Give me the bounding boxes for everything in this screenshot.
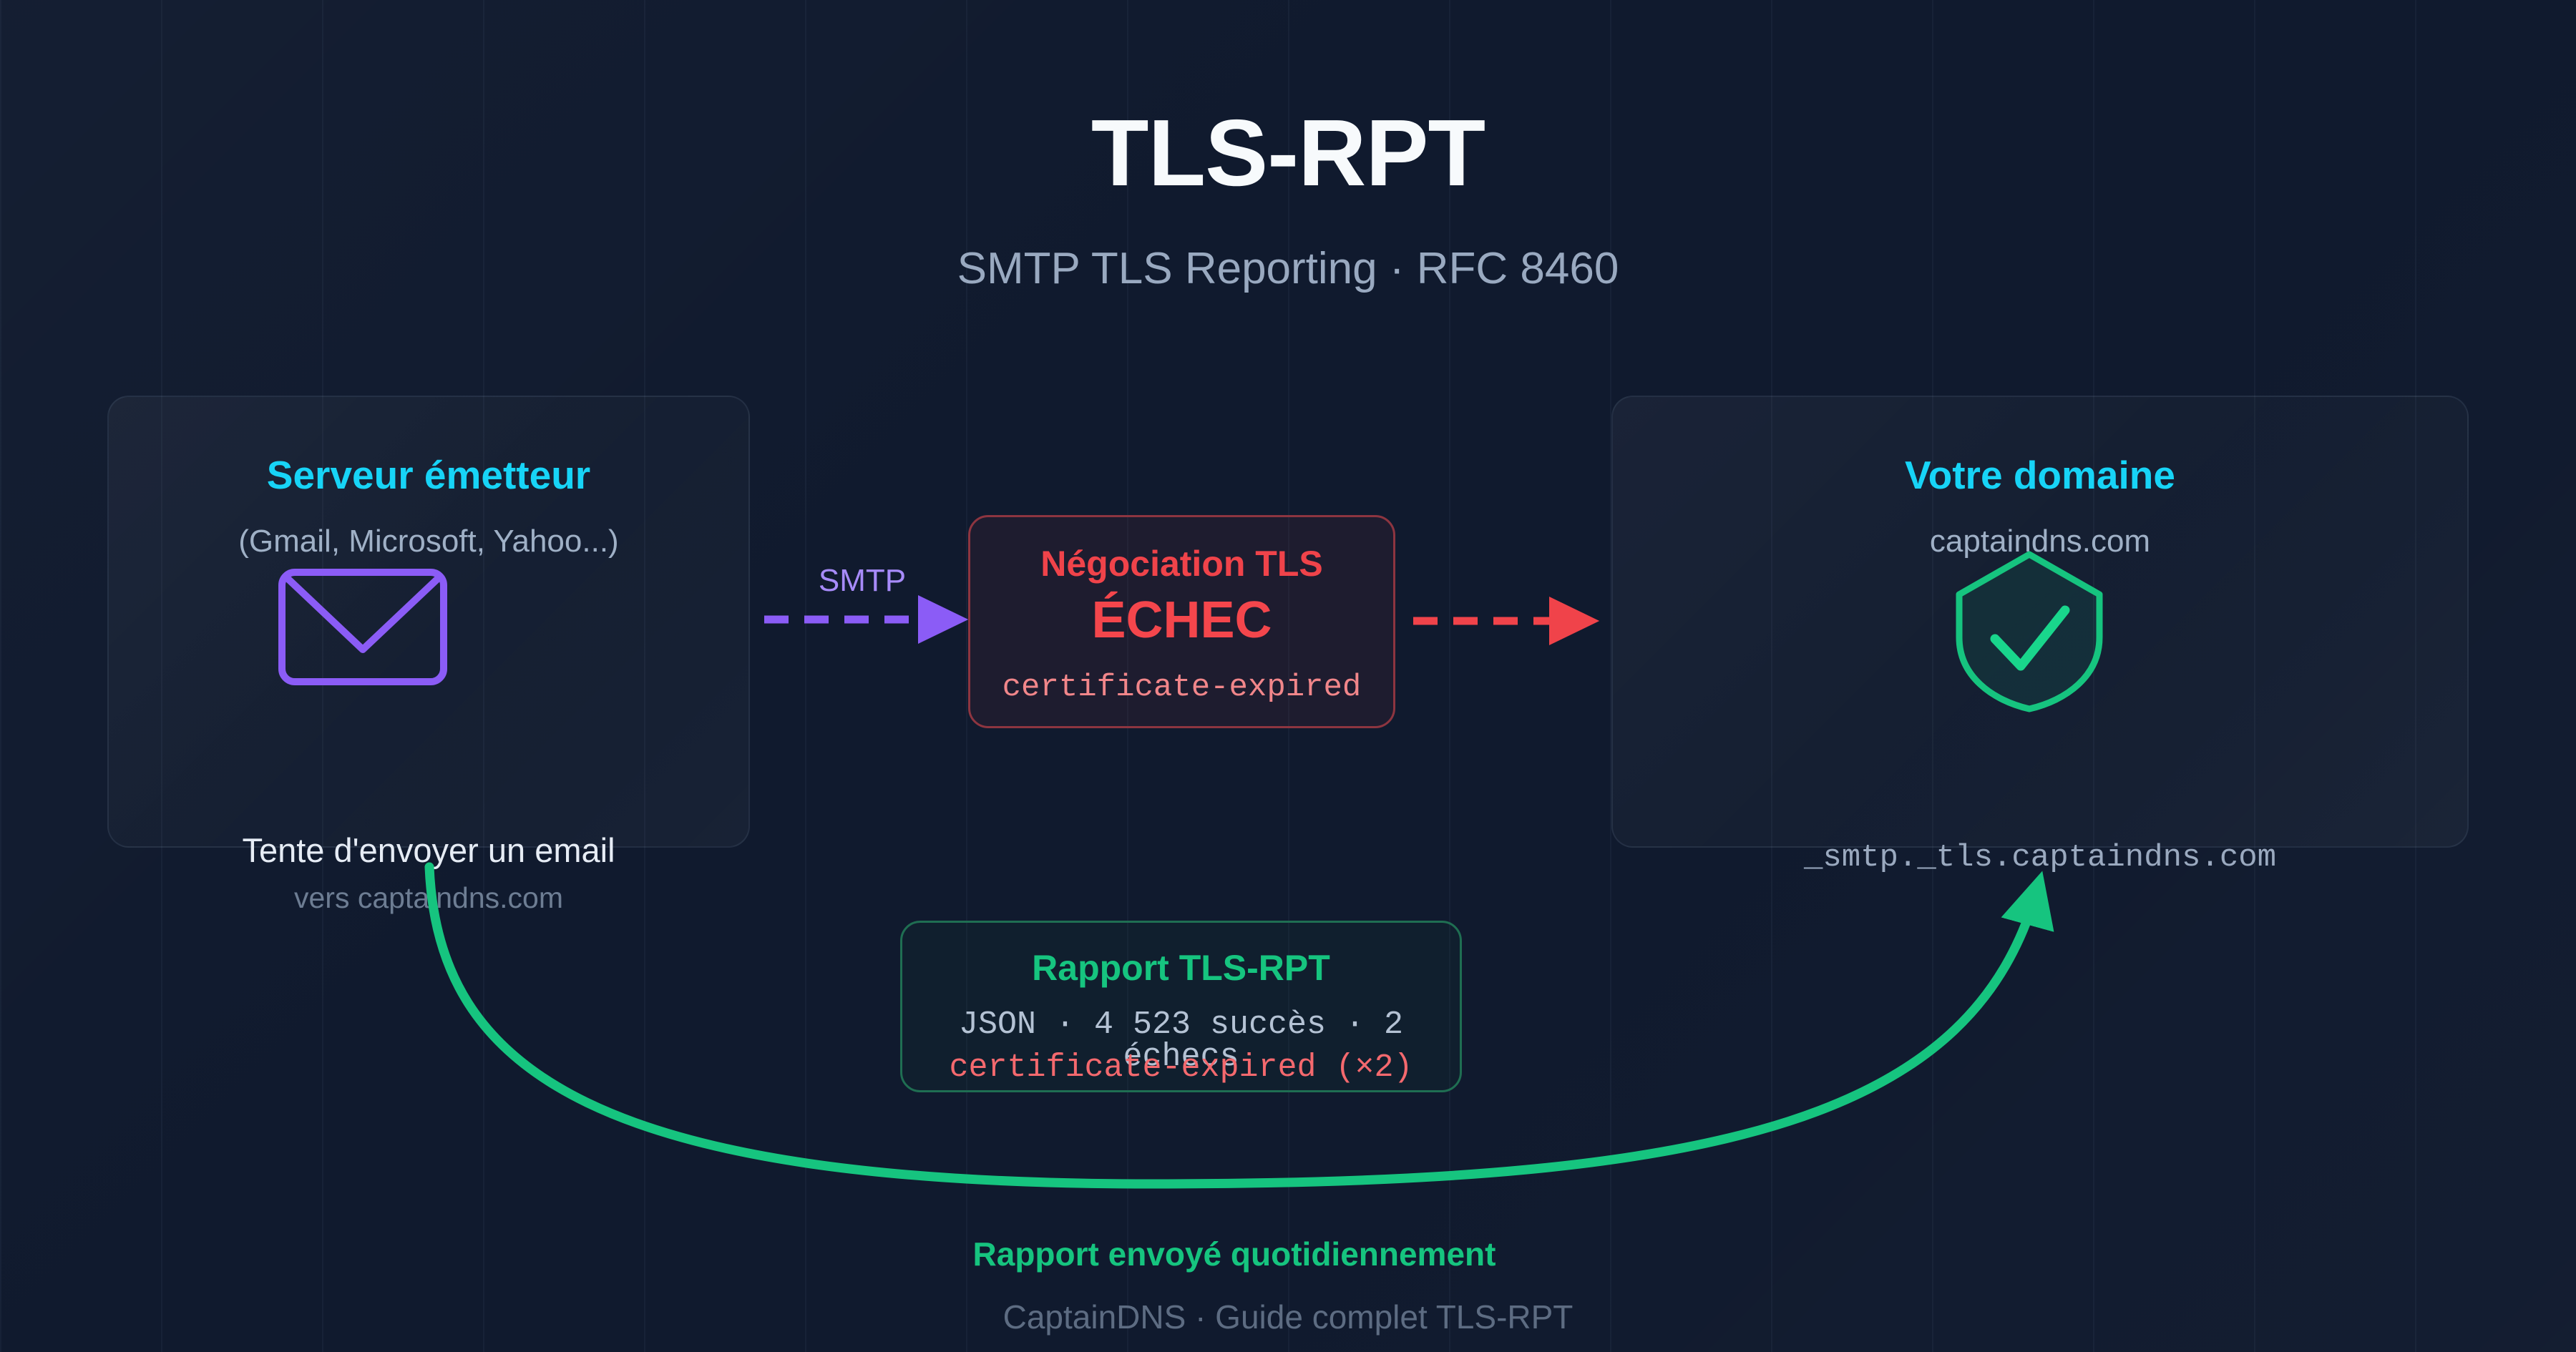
- sending-server-card: Serveur émetteur (Gmail, Microsoft, Yaho…: [107, 396, 750, 913]
- tlsrpt-dns-record: _smtp._tls.captaindns.com: [1803, 840, 2277, 876]
- page-footer: CaptainDNS · Guide complet TLS-RPT: [1002, 1298, 1574, 1336]
- tls-negotiation-label: Négociation TLS: [1040, 544, 1323, 584]
- tls-failure-code: certificate-expired: [1002, 670, 1362, 705]
- your-domain-subtitle: captaindns.com: [1929, 524, 2151, 559]
- sending-server-subtitle: (Gmail, Microsoft, Yahoo...): [238, 524, 619, 559]
- tls-negotiation-failure-box: Négociation TLS ÉCHEC certificate-expire…: [968, 515, 1395, 728]
- envelope-icon: [278, 569, 447, 689]
- smtp-connector-label: SMTP: [818, 563, 907, 598]
- your-domain-title: Votre domaine: [1905, 453, 2175, 497]
- tlsrpt-report-title: Rapport TLS-RPT: [1032, 948, 1330, 988]
- sending-server-title: Serveur émetteur: [266, 453, 591, 497]
- tlsrpt-report-failure-code: certificate-expired (×2): [949, 1049, 1413, 1086]
- sending-server-action: Tente d'envoyer un email: [242, 831, 615, 869]
- page-title: TLS-RPT: [1091, 100, 1485, 205]
- daily-report-label: Rapport envoyé quotidiennement: [972, 1235, 1496, 1273]
- page-subtitle: SMTP TLS Reporting · RFC 8460: [957, 244, 1619, 293]
- sending-server-target: vers captaindns.com: [293, 881, 563, 914]
- tlsrpt-report-box: Rapport TLS-RPT JSON · 4 523 succès · 2 …: [900, 921, 1462, 1092]
- tls-failure-status: ÉCHEC: [1091, 592, 1272, 649]
- your-domain-card: Votre domaine captaindns.com _smtp._tls.…: [1611, 396, 2469, 873]
- shield-check-icon: [1946, 549, 2112, 718]
